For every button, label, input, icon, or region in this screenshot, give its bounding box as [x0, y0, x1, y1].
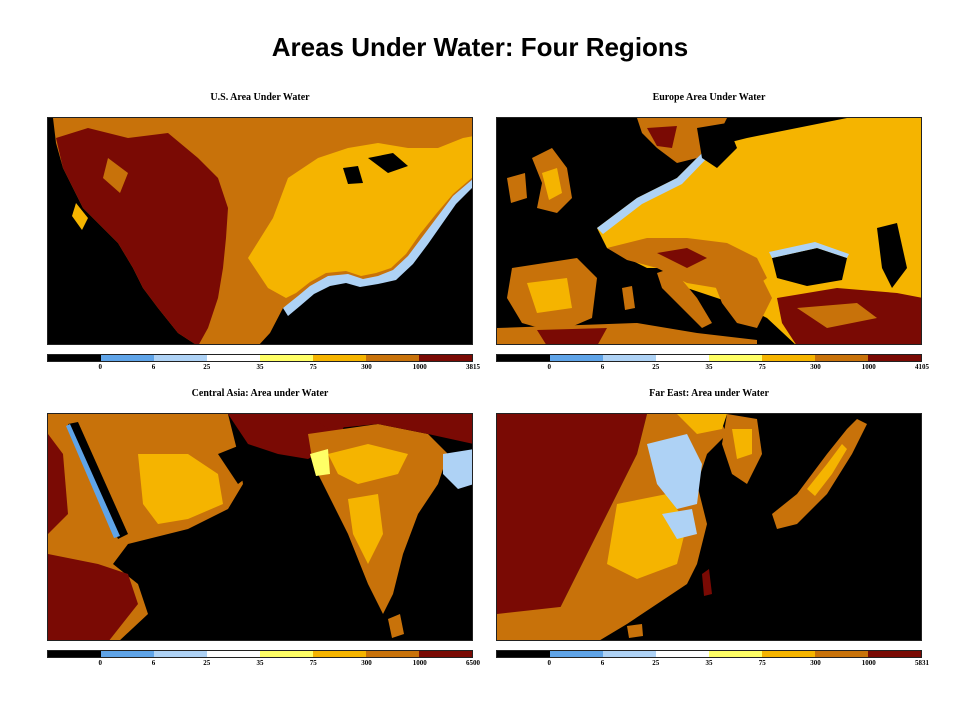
colorbar [47, 650, 473, 658]
colorbar-ticks: 0 6 25 35 75 300 1000 6500 [47, 658, 481, 672]
map-far-east [496, 413, 922, 641]
tick-label: 25 [652, 659, 660, 667]
colorbar [496, 650, 922, 658]
colorbar [496, 354, 922, 362]
tick-label: 1000 [861, 363, 876, 371]
tick-max-label: 6500 [466, 659, 480, 667]
tick-label: 75 [758, 363, 766, 371]
tick-label: 300 [361, 659, 372, 667]
tick-label: 25 [652, 363, 660, 371]
map-panel-europe: Europe Area Under Water [496, 92, 930, 382]
tick-label: 35 [256, 363, 264, 371]
panel-title: Central Asia: Area under Water [191, 388, 329, 399]
tick-label: 25 [203, 659, 211, 667]
tick-label: 35 [256, 659, 264, 667]
panel-title: Europe Area Under Water [652, 92, 766, 103]
tick-label: 1000 [412, 363, 427, 371]
tick-max-label: 5831 [915, 659, 929, 667]
colorbar-ticks: 0 6 25 35 75 300 1000 3815 [47, 362, 481, 376]
tick-label: 6 [151, 659, 156, 667]
tick-label: 300 [810, 659, 821, 667]
tick-label: 6 [600, 659, 605, 667]
tick-label: 75 [309, 363, 317, 371]
map-panel-us: U.S. Area Under Water 0 6 25 35 75 300 [47, 92, 481, 382]
map-us [47, 117, 473, 345]
tick-label: 6 [600, 363, 605, 371]
panel-title: Far East: Area under Water [649, 388, 769, 399]
colorbar-ticks: 0 6 25 35 75 300 1000 5831 [496, 658, 930, 672]
tick-label: 0 [98, 659, 103, 667]
panel-title: U.S. Area Under Water [210, 92, 310, 103]
map-central-asia [47, 413, 473, 641]
tick-label: 1000 [412, 659, 427, 667]
map-panel-central-asia: Central Asia: Area under Water [47, 388, 481, 678]
tick-label: 25 [203, 363, 211, 371]
tick-label: 300 [810, 363, 821, 371]
tick-label: 35 [705, 659, 713, 667]
tick-label: 75 [309, 659, 317, 667]
colorbar [47, 354, 473, 362]
tick-label: 35 [705, 363, 713, 371]
tick-label: 0 [547, 659, 552, 667]
tick-max-label: 4105 [915, 363, 929, 371]
map-europe [496, 117, 922, 345]
tick-label: 0 [547, 363, 552, 371]
map-panel-far-east: Far East: Area under Water [496, 388, 930, 678]
page-title: Areas Under Water: Four Regions [271, 32, 689, 62]
tick-label: 300 [361, 363, 372, 371]
tick-label: 0 [98, 363, 103, 371]
colorbar-ticks: 0 6 25 35 75 300 1000 4105 [496, 362, 930, 376]
tick-max-label: 3815 [466, 363, 480, 371]
tick-label: 6 [151, 363, 156, 371]
tick-label: 75 [758, 659, 766, 667]
tick-label: 1000 [861, 659, 876, 667]
